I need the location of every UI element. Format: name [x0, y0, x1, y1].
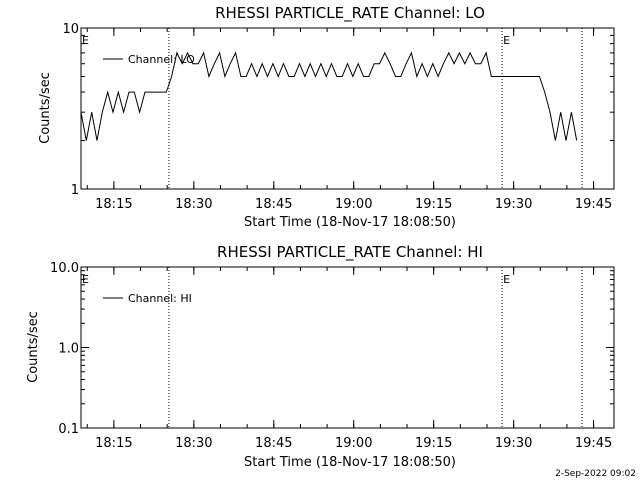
x-tick-label: 19:15 — [415, 436, 452, 451]
x-tick-label: 18:15 — [95, 197, 132, 212]
event-marker-label: E — [503, 34, 510, 47]
x-tick-label: 19:00 — [335, 436, 372, 451]
footer-timestamp: 2-Sep-2022 09:02 — [555, 469, 636, 479]
plot-frame — [80, 27, 615, 190]
x-axis-label: Start Time (18-Nov-17 18:08:50) — [244, 215, 456, 230]
x-tick-label: 19:30 — [495, 197, 532, 212]
legend-entry-hi: Channel: HI — [128, 292, 192, 305]
legend: Channel: HI — [103, 292, 192, 305]
event-marker-label: E — [82, 273, 89, 286]
y-tick-label: 10 — [62, 22, 79, 37]
legend-entry-lo: Channel: LO — [128, 53, 195, 66]
y-tick-label: 0.1 — [58, 422, 79, 437]
x-tick-label: 19:30 — [495, 436, 532, 451]
legend: Channel: LO — [103, 53, 195, 66]
y-tick-label: 1.0 — [58, 342, 79, 357]
x-tick-label: 19:45 — [575, 436, 612, 451]
series-layer — [80, 51, 578, 141]
x-tick-label: 18:30 — [175, 436, 212, 451]
panel-hi-channel: RHESSI PARTICLE_RATE Channel: HI Start T… — [26, 243, 615, 470]
series-line-0 — [80, 51, 578, 141]
y-axis-label: Counts/sec — [26, 311, 41, 383]
x-tick-label: 18:30 — [175, 197, 212, 212]
event-marker-label: E — [503, 273, 510, 286]
y-tick-label: 1 — [71, 183, 79, 198]
x-tick-label: 19:15 — [415, 197, 452, 212]
x-tick-label: 19:00 — [335, 197, 372, 212]
x-tick-label: 18:45 — [255, 436, 292, 451]
x-axis-label: Start Time (18-Nov-17 18:08:50) — [244, 455, 456, 470]
x-tick-label: 18:15 — [95, 436, 132, 451]
y-tick-label: 10.0 — [50, 261, 79, 276]
event-marker-label: E — [82, 34, 89, 47]
axis-ticks: 1 10 18:15 18:30 18:45 19:00 19:15 19:30 19:45 — [62, 22, 614, 212]
panel-lo-channel: RHESSI PARTICLE_RATE Channel: LO Start T… — [38, 4, 615, 230]
axis-ticks: 0.1 1.0 10.0 18:15 18:30 18:45 19:00 19:15 19:30… — [50, 261, 614, 451]
chart-title: RHESSI PARTICLE_RATE Channel: HI — [217, 243, 483, 262]
x-tick-label: 18:45 — [255, 197, 292, 212]
x-tick-label: 19:45 — [575, 197, 612, 212]
chart-title: RHESSI PARTICLE_RATE Channel: LO — [215, 4, 485, 23]
y-axis-label: Counts/sec — [38, 72, 53, 144]
